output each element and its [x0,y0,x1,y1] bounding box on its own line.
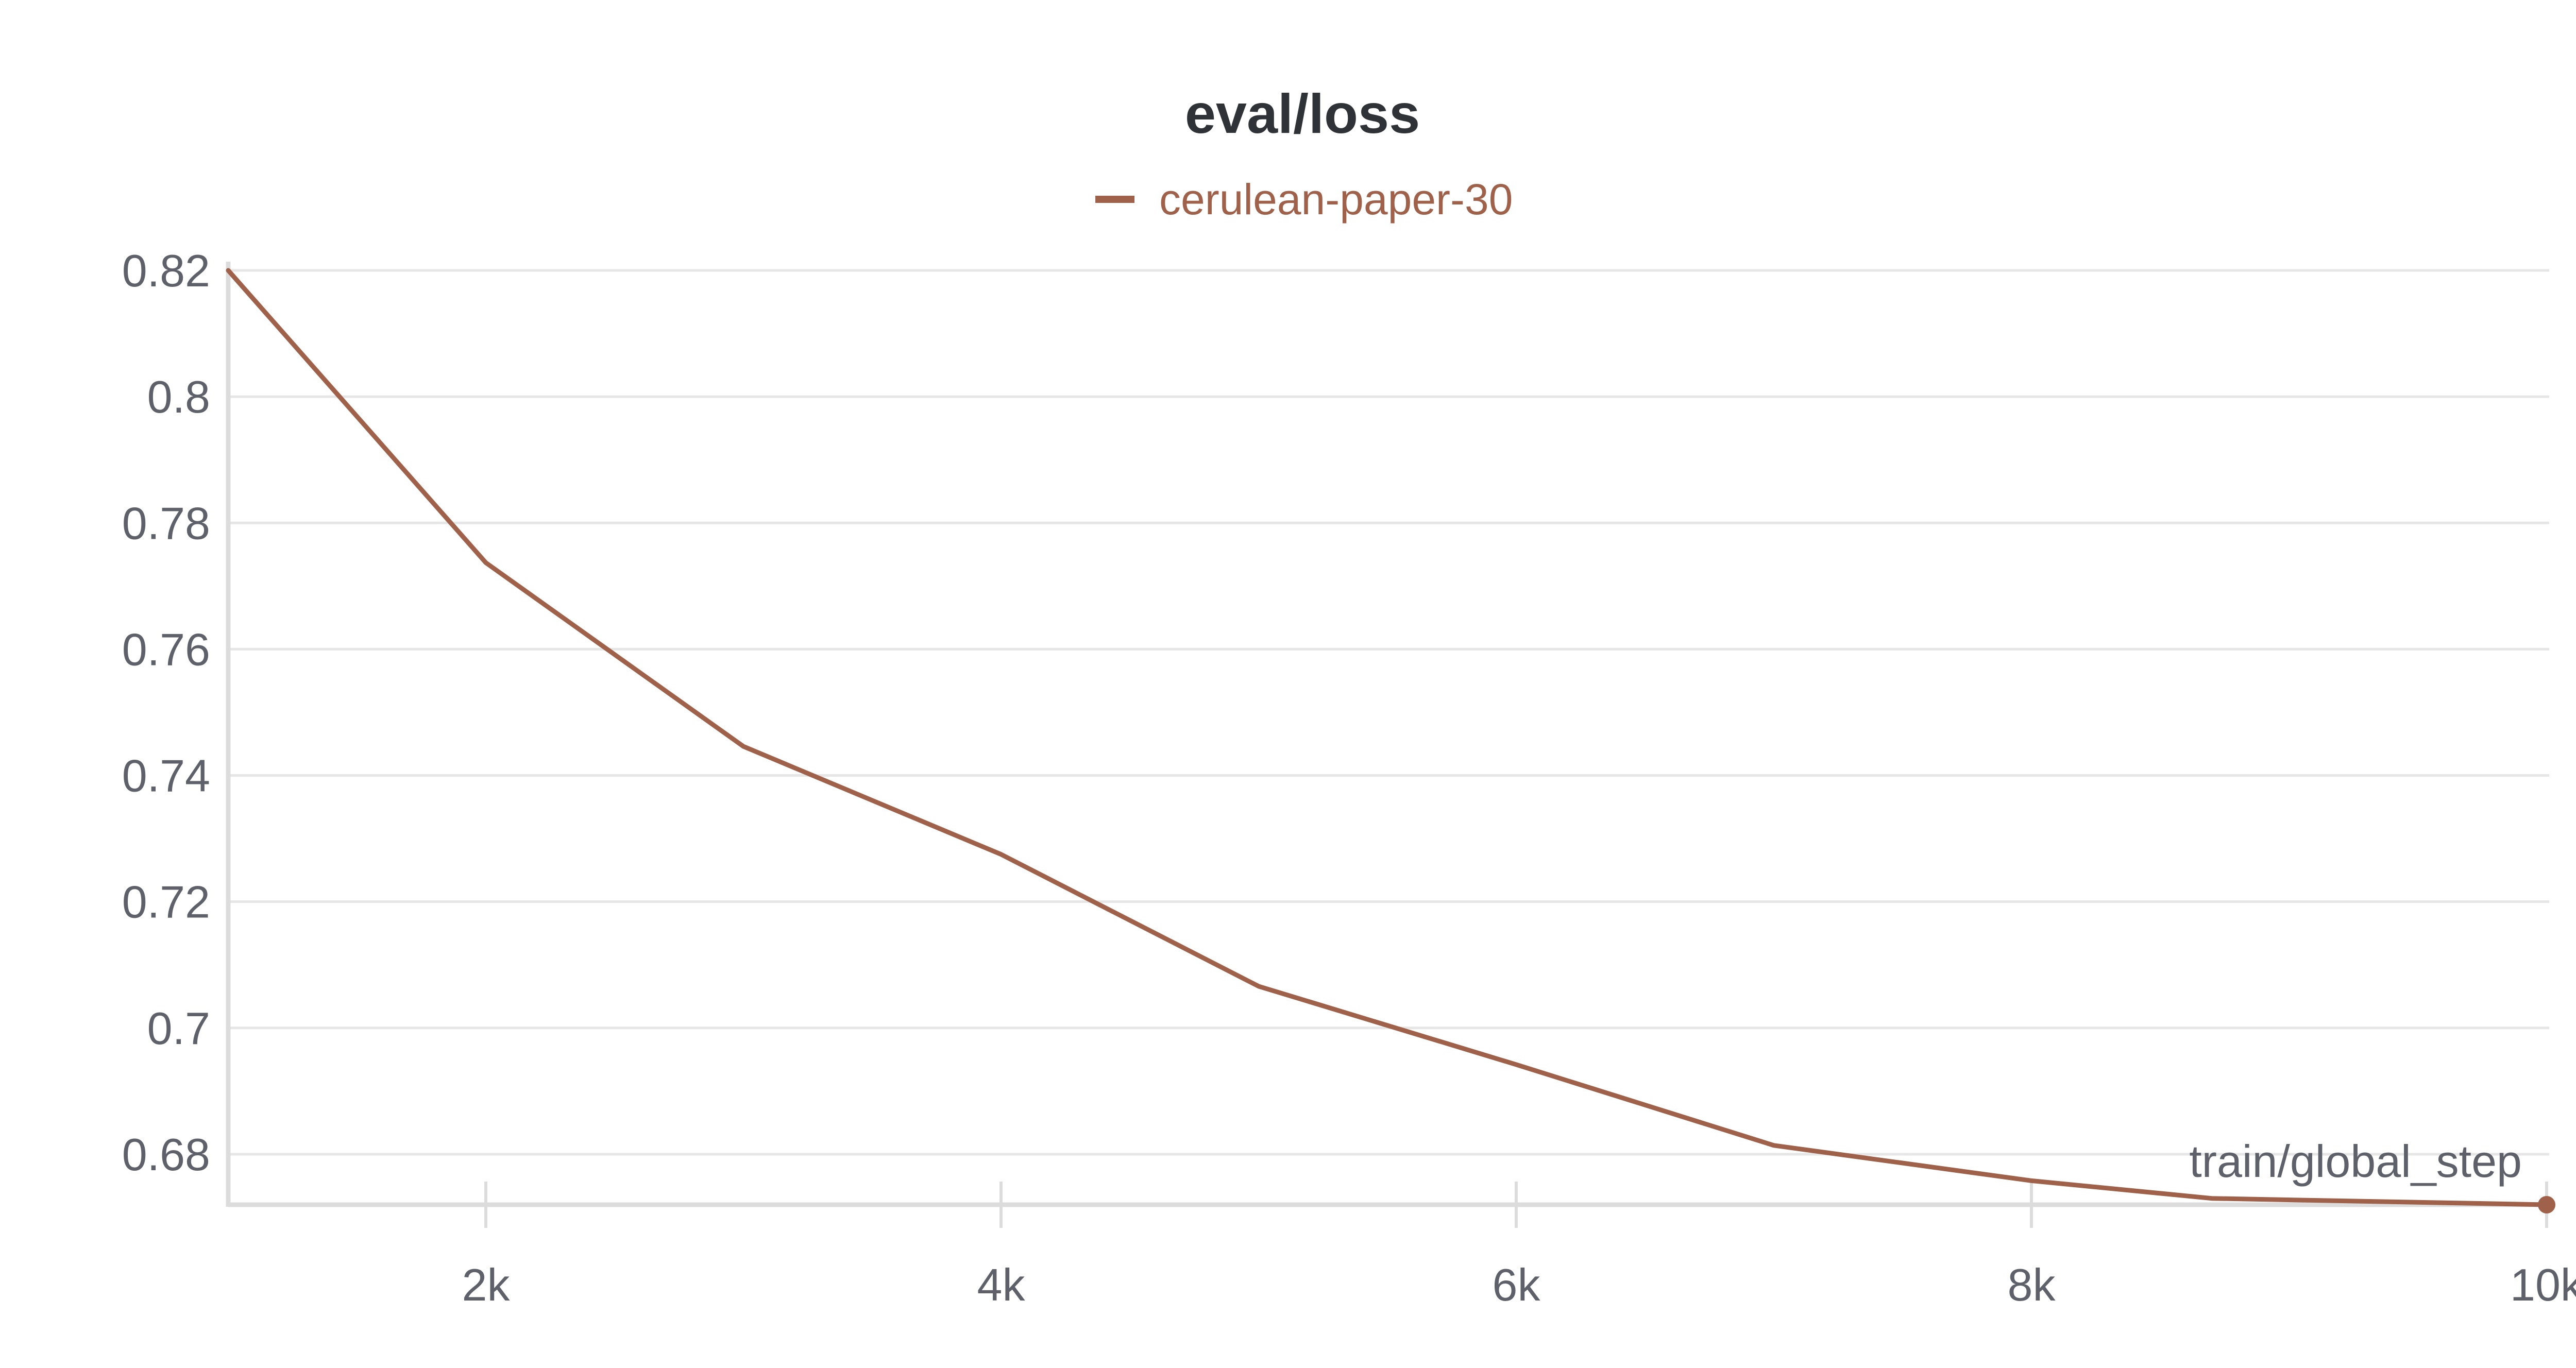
x-tick-label: 10k [2510,1259,2576,1310]
axes [226,262,2549,1228]
x-tick-label: 4k [977,1259,1026,1310]
series-lines [226,268,2555,1213]
x-axis-title: train/global_step [2189,1136,2522,1187]
y-tick-label: 0.7 [147,1003,210,1054]
x-tick-label: 8k [2008,1259,2056,1310]
x-tick-label: 6k [1493,1259,1541,1310]
grid-lines [228,269,2549,1156]
y-tick-label: 0.82 [122,245,210,296]
tick-labels: 0.68 0.7 0.72 0.74 0.76 0.78 0.8 0.82 2k 4k 6k 8k 10… [122,245,2576,1310]
x-tick-label: 2k [462,1259,511,1310]
y-tick-label: 0.74 [122,750,210,801]
series-line-cerulean-paper-30 [226,268,2549,1207]
chart-title: eval/loss [1185,82,1420,145]
legend-item[interactable]: cerulean-paper-30 [1095,175,1513,224]
y-tick-label: 0.68 [122,1129,210,1180]
legend-label: cerulean-paper-30 [1159,175,1513,224]
y-tick-label: 0.76 [122,624,210,675]
y-tick-label: 0.8 [147,371,210,422]
series-end-point [2538,1196,2555,1213]
y-tick-label: 0.78 [122,498,210,549]
y-tick-label: 0.72 [122,877,210,928]
legend[interactable]: cerulean-paper-30 [1095,175,1513,224]
